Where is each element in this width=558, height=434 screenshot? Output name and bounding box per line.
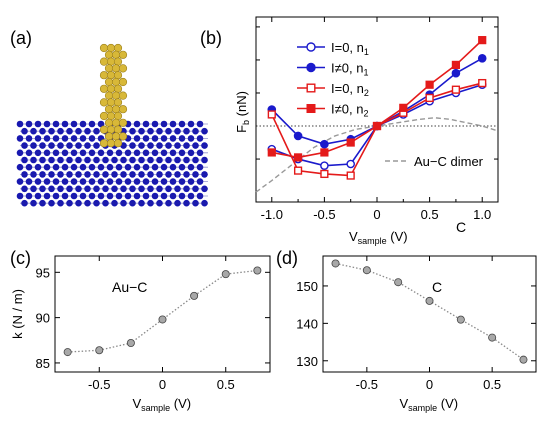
- data-point: [293, 131, 303, 141]
- legend-label: I=0, n1: [331, 40, 369, 57]
- x-axis-label: Vsample (V): [400, 396, 459, 413]
- data-point: [399, 103, 408, 112]
- data-point: [362, 266, 371, 275]
- y-tick-label: 130: [296, 354, 318, 369]
- legend-marker: [306, 62, 316, 73]
- x-tick-label: 0.5: [483, 377, 501, 392]
- y-axis-label: k (N / m): [10, 289, 25, 339]
- data-point: [346, 171, 355, 180]
- x-tick-label: -0.5: [313, 207, 335, 222]
- x-tick-label: 0: [159, 377, 166, 392]
- data-point: [394, 278, 403, 287]
- data-point: [456, 315, 465, 324]
- data-point: [346, 138, 355, 147]
- data-point: [331, 259, 340, 268]
- data-point: [267, 110, 276, 119]
- data-point: [451, 60, 461, 70]
- data-point: [320, 139, 329, 149]
- series-line: [335, 262, 524, 361]
- x-tick-label: 0.5: [217, 377, 235, 392]
- y-tick-label: 95: [36, 265, 50, 280]
- chart-c-stiffness-au-c: -0.5 0 0.5 85 90 95 Au−C Vsample (V) k (N / m): [10, 255, 271, 413]
- data-point: [451, 85, 461, 94]
- x-tick-label: 0: [426, 377, 433, 392]
- data-point: [95, 346, 104, 355]
- x-tick-label: -0.5: [356, 377, 378, 392]
- series-4: [267, 36, 487, 162]
- data-point: [267, 148, 276, 157]
- x-tick-label: 0.5: [421, 207, 439, 222]
- data-point: [293, 166, 303, 175]
- data-point: [190, 291, 199, 300]
- chart-b-force-vs-voltage: -1.0 -0.5 0 0.5 1.0 I=0, n1 I≠0, n1 I=0, n2 I≠0,…: [234, 16, 499, 246]
- legend-label: I≠0, n2: [331, 102, 368, 119]
- data-point: [451, 68, 461, 78]
- data-point: [158, 315, 167, 324]
- gold-nanowire: [99, 43, 128, 148]
- data-point: [63, 348, 72, 357]
- panel-annotation: Au−C: [112, 279, 147, 295]
- data-point: [519, 355, 528, 364]
- legend-dimer-label: Au−C dimer: [414, 154, 484, 169]
- panel-annotation: C: [432, 279, 442, 295]
- legend-label: I=0, n2: [331, 81, 369, 98]
- panel-label-b: (b): [200, 28, 222, 48]
- y-tick-label: 140: [296, 316, 318, 331]
- data-point: [477, 53, 487, 63]
- panel-label-a: (a): [10, 28, 32, 48]
- data-point: [425, 296, 434, 305]
- x-tick-label: -1.0: [261, 207, 283, 222]
- x-axis-label: Vsample (V): [133, 396, 192, 413]
- x-tick-label: 0: [373, 207, 380, 222]
- data-point: [293, 153, 303, 162]
- data-point: [425, 80, 434, 89]
- legend: I=0, n1 I≠0, n1 I=0, n2 I≠0, n2 Au−C dimer: [297, 40, 484, 169]
- panel-label-c: (c): [10, 248, 31, 268]
- y-tick-label: 85: [36, 356, 50, 371]
- data-point: [320, 169, 329, 179]
- legend-label: I≠0, n1: [331, 61, 368, 78]
- data-point: [126, 338, 135, 347]
- plot-frame: [322, 255, 537, 373]
- legend-marker: [306, 42, 316, 52]
- x-axis-label: Vsample (V): [349, 229, 408, 246]
- series-line: [271, 39, 483, 159]
- data-point: [488, 333, 497, 342]
- data-point: [253, 266, 262, 275]
- series-line: [67, 269, 258, 353]
- data-point: [346, 159, 355, 169]
- data-point: [221, 270, 230, 279]
- data-point: [425, 93, 434, 103]
- chart-d-stiffness-c: -0.5 0 0.5 130 140 150 C Vsample (V): [296, 255, 537, 413]
- series-line: [271, 57, 483, 146]
- data-point: [478, 36, 487, 45]
- data-point: [320, 148, 329, 157]
- y-tick-label: 150: [296, 279, 318, 294]
- y-tick-label: 90: [36, 311, 50, 326]
- data-point: [478, 78, 487, 88]
- corner-label: C: [456, 219, 466, 235]
- x-tick-label: -0.5: [88, 377, 110, 392]
- graphene-sheet: [16, 120, 208, 207]
- plot-frame: [255, 16, 499, 203]
- data-point: [320, 161, 329, 170]
- panel-label-d: (d): [276, 248, 298, 268]
- gold-nanowire-on-graphene-illustration: [16, 43, 208, 207]
- data-point: [372, 121, 382, 131]
- legend-marker: [306, 103, 316, 113]
- y-axis-label: Fb (nN): [234, 91, 251, 133]
- legend-marker: [306, 83, 316, 93]
- x-tick-label: 1.0: [473, 207, 491, 222]
